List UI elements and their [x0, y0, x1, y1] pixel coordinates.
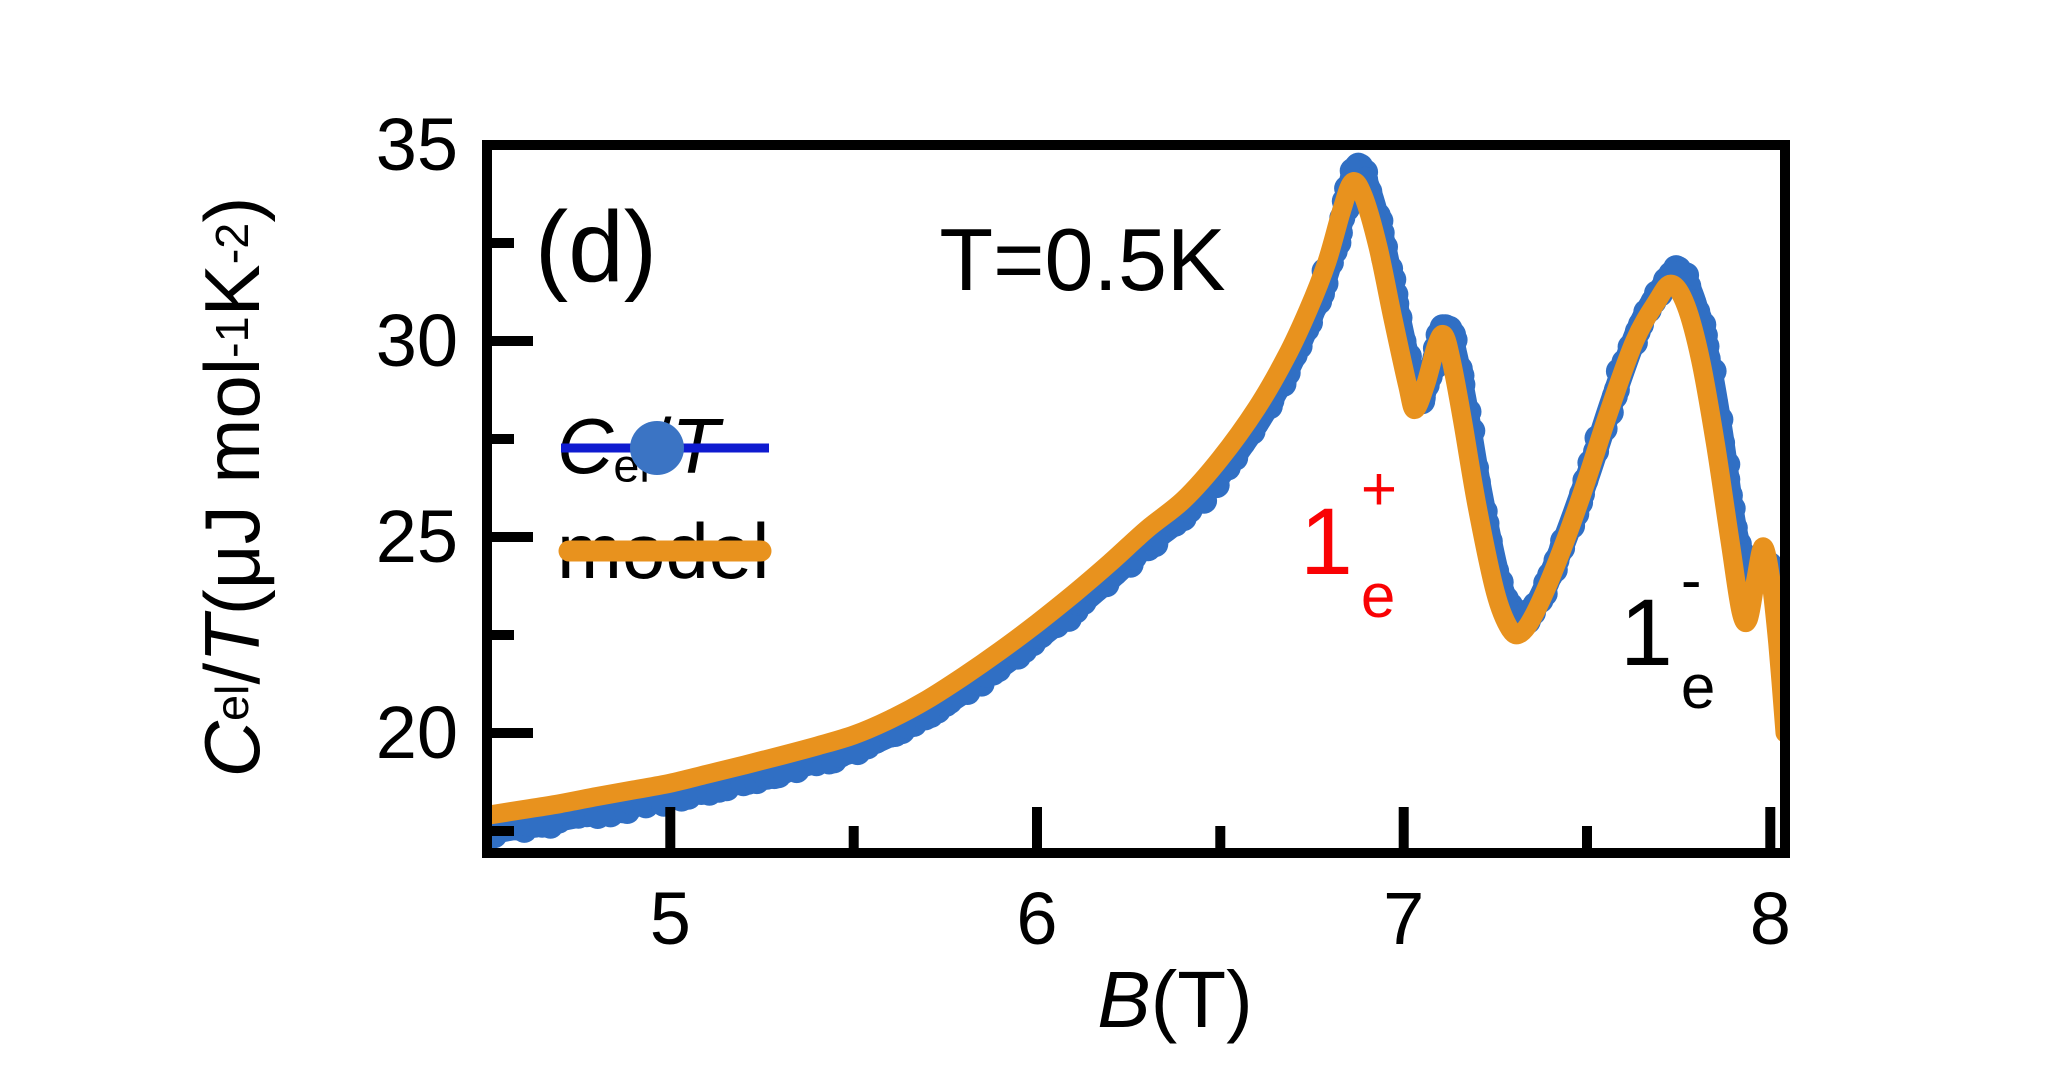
x-axis-label: B (T): [1025, 955, 1325, 1045]
annotation-1e-minus: 1 - e: [1620, 550, 1715, 744]
curves-layer: [483, 152, 1789, 849]
y-tick-label: 25: [375, 495, 458, 579]
label-part: -2: [205, 222, 258, 265]
label-part: B: [1097, 955, 1151, 1044]
annotation-1e-plus: 1 + e: [1300, 459, 1397, 653]
label-part: ): [188, 196, 276, 223]
label-part: K: [188, 264, 276, 317]
axes-frame: [482, 140, 1790, 858]
y-tick-label: 30: [375, 299, 458, 382]
annotation-1e-plus-sub: e: [1360, 562, 1396, 632]
legend-data-swatch: [561, 421, 769, 475]
annotation-1e-plus-scripts: + e: [1360, 455, 1398, 632]
label-part: (μJ mol: [188, 357, 276, 616]
label-part: -1: [205, 316, 258, 358]
x-tick-label: 5: [649, 877, 691, 960]
annotation-1e-minus-main: 1: [1620, 580, 1673, 686]
annotation-1e-minus-scripts: - e: [1680, 546, 1716, 723]
legend-entry-data: Cel/T: [557, 407, 769, 489]
legend-model-swatch: [558, 540, 772, 562]
y-tick-label: 35: [375, 103, 458, 186]
temperature-annotation: T=0.5K: [939, 210, 1226, 309]
label-part: C: [188, 720, 276, 778]
annotation-1e-minus-sub: e: [1680, 653, 1716, 723]
annotation-1e-minus-sup: -: [1680, 546, 1702, 615]
panel-label: (d): [534, 191, 658, 303]
series-model-line: [483, 172, 1789, 825]
axis-ticks: [487, 140, 1776, 853]
x-tick-label: 6: [1016, 877, 1058, 960]
legend-entry-model: model: [557, 512, 772, 590]
y-tick-label: 20: [375, 691, 458, 775]
annotation-1e-plus-main: 1: [1300, 489, 1353, 595]
label-part: (T): [1150, 955, 1253, 1044]
annotation-1e-plus-sup: +: [1360, 455, 1398, 524]
legend-data-marker: [630, 421, 684, 475]
label-part: T: [188, 615, 276, 663]
x-tick-label: 8: [1749, 877, 1791, 960]
label-part: el: [205, 684, 258, 721]
x-tick-label: 7: [1383, 877, 1425, 960]
label-part: /: [188, 662, 276, 685]
